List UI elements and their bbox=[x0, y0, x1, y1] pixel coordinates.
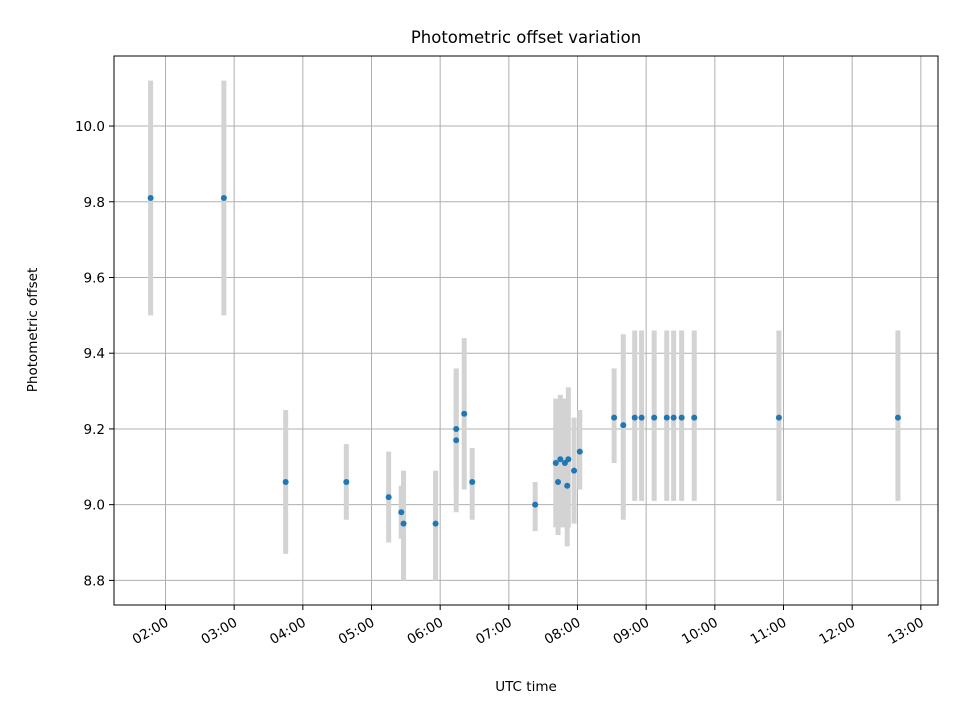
plot-background bbox=[114, 56, 938, 605]
data-point bbox=[576, 448, 583, 455]
chart-title: Photometric offset variation bbox=[411, 28, 641, 47]
data-point bbox=[220, 194, 227, 201]
data-point bbox=[343, 478, 350, 485]
data-point bbox=[638, 414, 645, 421]
y-tick-label: 9.4 bbox=[84, 346, 105, 362]
data-point bbox=[469, 478, 476, 485]
data-point bbox=[532, 501, 539, 508]
y-tick-label: 8.8 bbox=[84, 573, 105, 589]
y-tick-label: 9.6 bbox=[84, 270, 105, 286]
data-point bbox=[557, 456, 564, 463]
data-point bbox=[894, 414, 901, 421]
data-point bbox=[461, 410, 468, 417]
data-point bbox=[282, 478, 289, 485]
y-tick-label: 9.2 bbox=[84, 422, 105, 438]
data-point bbox=[453, 437, 460, 444]
data-point bbox=[620, 422, 627, 429]
data-point bbox=[670, 414, 677, 421]
data-point bbox=[565, 456, 572, 463]
y-tick-label: 9.0 bbox=[84, 498, 105, 514]
data-point bbox=[385, 494, 392, 501]
data-point bbox=[775, 414, 782, 421]
data-point bbox=[631, 414, 638, 421]
data-point bbox=[678, 414, 685, 421]
data-point bbox=[432, 520, 439, 527]
data-point bbox=[552, 460, 559, 467]
data-point bbox=[663, 414, 670, 421]
data-point bbox=[651, 414, 658, 421]
data-point bbox=[611, 414, 618, 421]
data-point bbox=[555, 478, 562, 485]
y-tick-label: 10.0 bbox=[75, 119, 105, 135]
data-point bbox=[400, 520, 407, 527]
data-point bbox=[398, 509, 405, 516]
data-point bbox=[691, 414, 698, 421]
plot-frame bbox=[113, 55, 939, 606]
data-point bbox=[147, 194, 154, 201]
data-point bbox=[453, 425, 460, 432]
data-points bbox=[147, 194, 901, 527]
data-point bbox=[564, 482, 571, 489]
y-tick-label: 9.8 bbox=[84, 195, 105, 211]
grid bbox=[114, 56, 938, 605]
data-point bbox=[571, 467, 578, 474]
y-axis-ticks: 8.8 9.0 9.2 9.4 9.6 9.8 10.0 bbox=[75, 119, 114, 589]
x-axis-label: UTC time bbox=[495, 679, 557, 695]
y-axis-label: Photometric offset bbox=[25, 268, 41, 392]
